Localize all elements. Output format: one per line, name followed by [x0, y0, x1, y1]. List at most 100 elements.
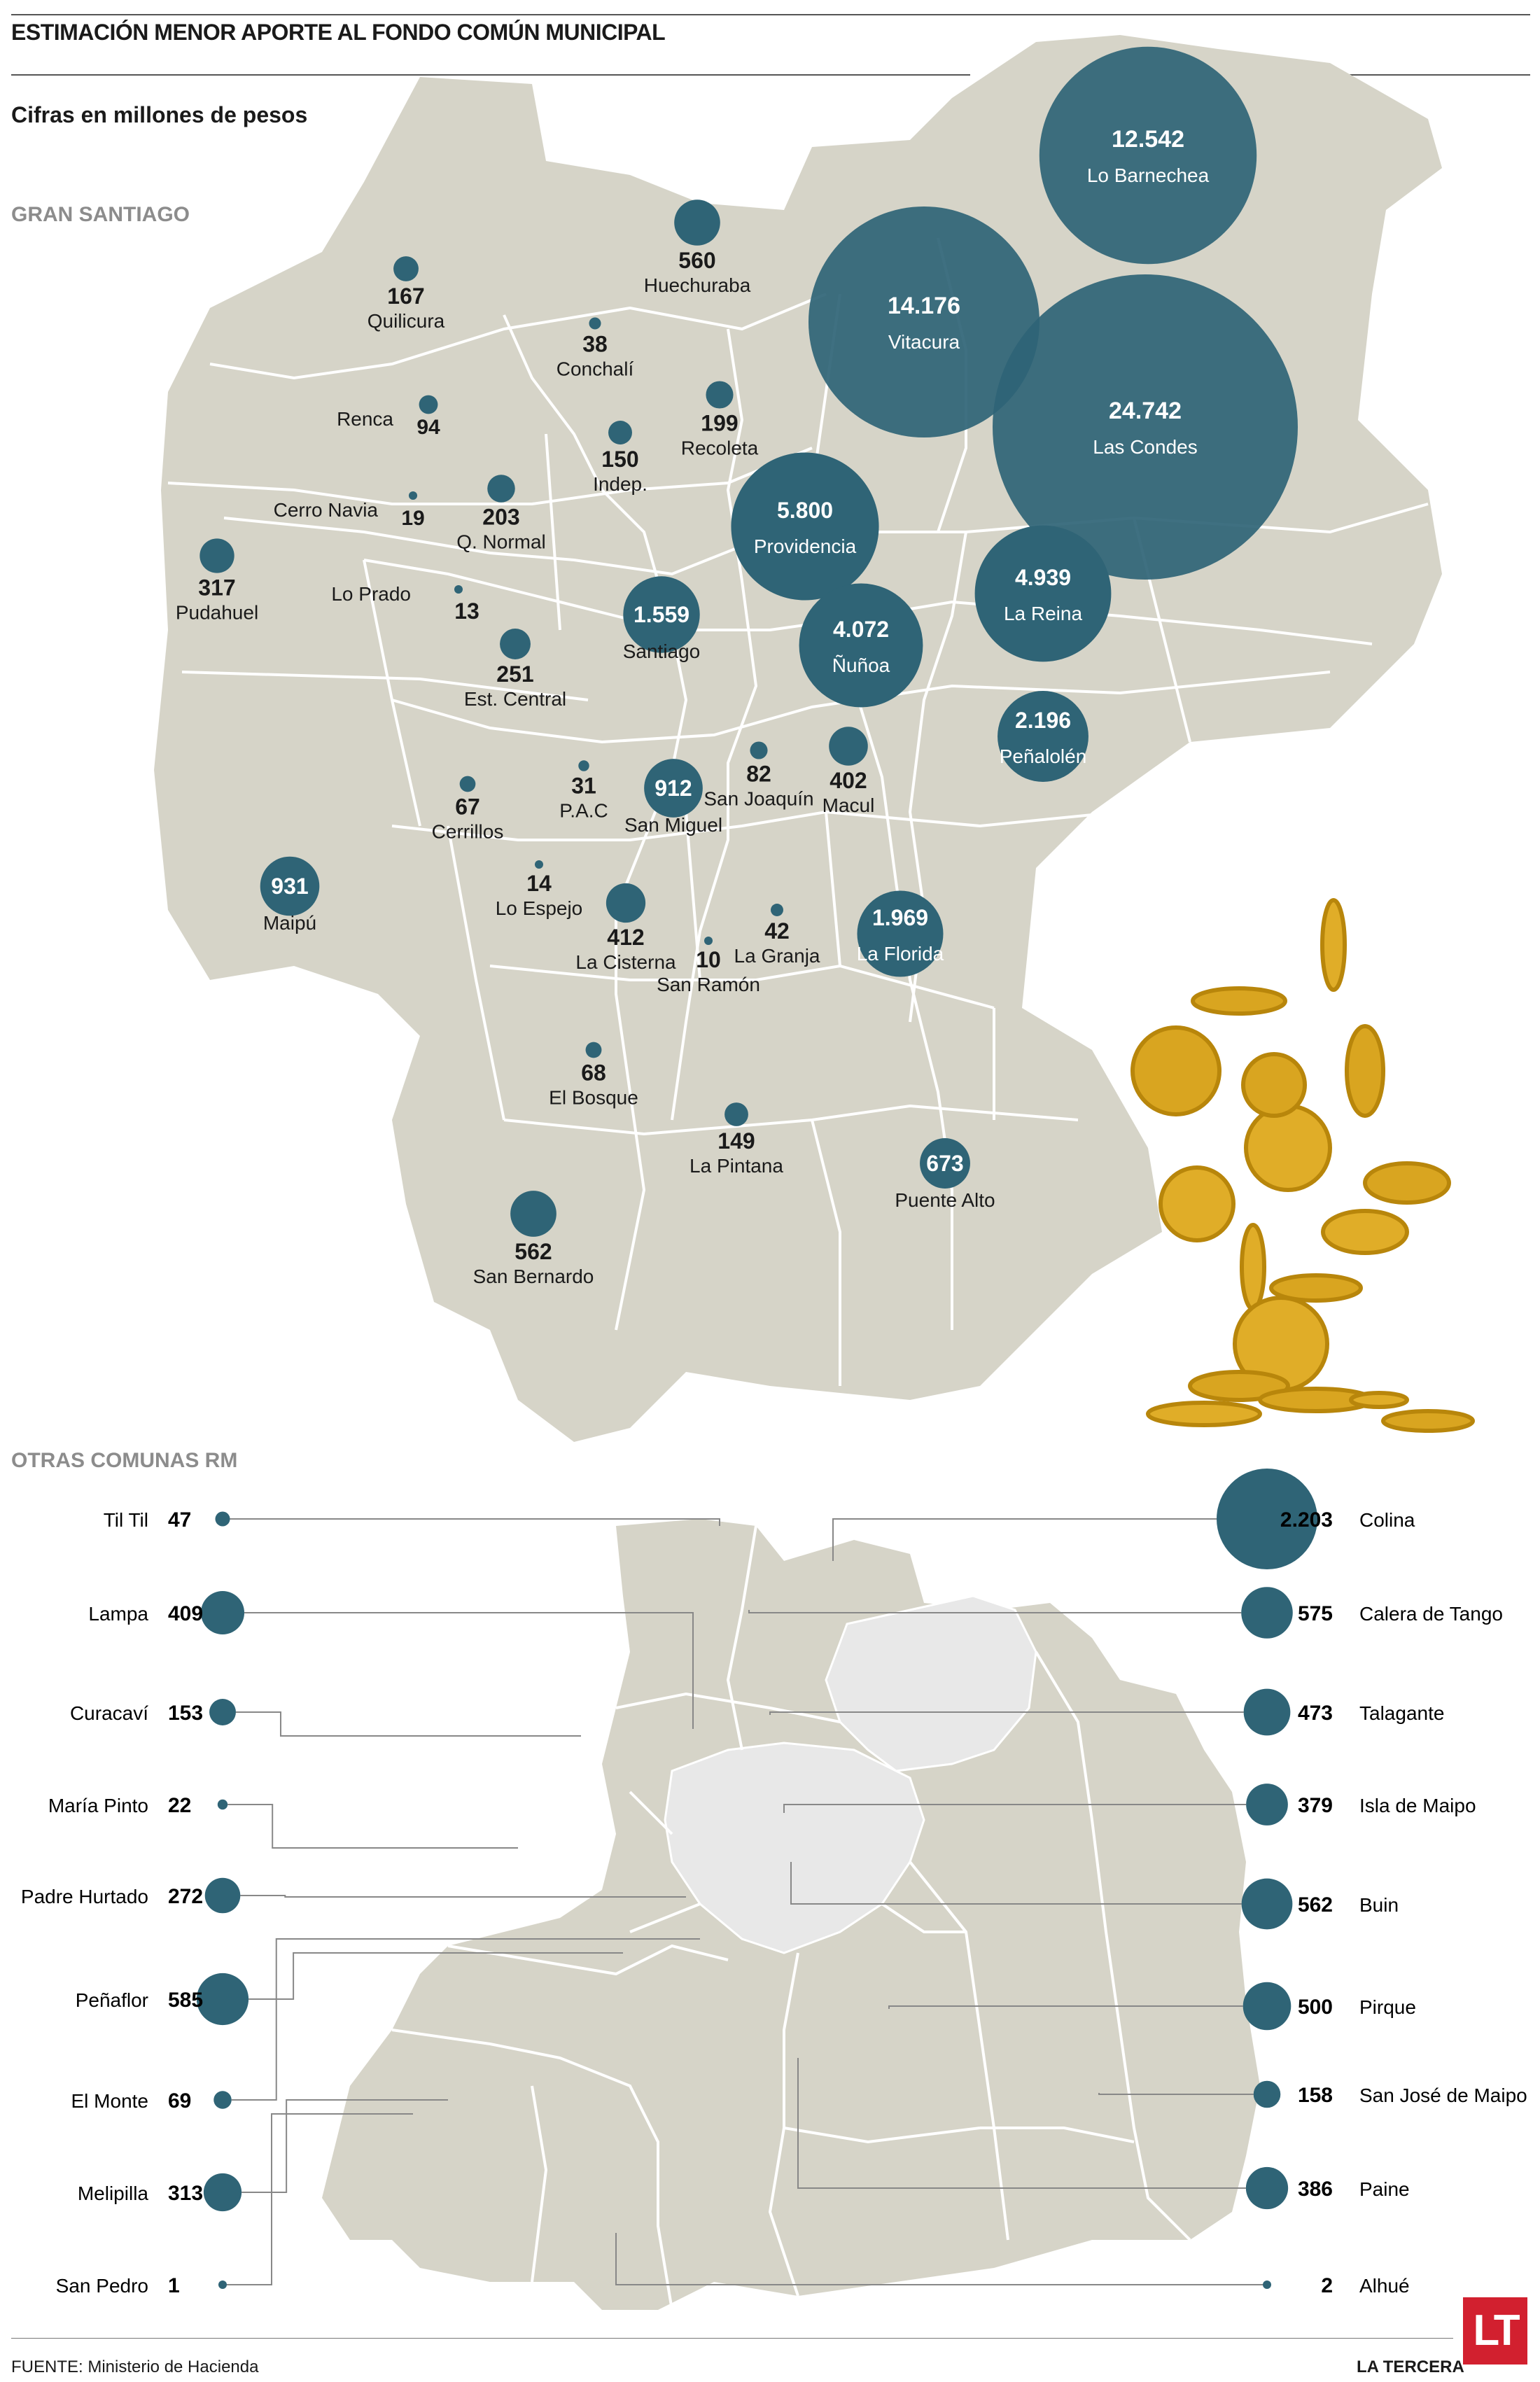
bubble-label: Indep.: [593, 473, 648, 495]
brand-name: LA TERCERA: [1357, 2358, 1464, 2376]
otras-value: 379: [1298, 1794, 1333, 1817]
otras-value: 2: [1321, 2274, 1333, 2297]
bubble-marker: [589, 317, 601, 330]
otras-paine: 386 Paine: [797, 2058, 1410, 2210]
otras-label: Padre Hurtado: [21, 1886, 148, 1907]
bubble-label: La Reina: [1004, 603, 1083, 624]
bubble-marker: [1263, 2281, 1271, 2289]
otras-value: 2.203: [1280, 1508, 1333, 1532]
bubble-label: Q. Normal: [456, 531, 546, 553]
bubble-la-florida: 1.969 La Florida: [857, 890, 944, 977]
otras-pirque: 500 Pirque: [888, 1982, 1416, 2031]
bubble-marker: [260, 856, 320, 916]
otras-san-pedro: San Pedro 1: [56, 2113, 413, 2297]
otras-label: Isla de Maipo: [1359, 1795, 1476, 1816]
otras-value: 386: [1298, 2178, 1333, 2201]
bubble-marker: [1039, 46, 1257, 265]
bubble-label: San Joaquín: [704, 788, 813, 810]
footer-rule: [11, 2338, 1453, 2339]
bubble-marker: [215, 1511, 230, 1527]
bubble-las-condes: 24.742 Las Condes: [993, 274, 1298, 580]
bubble-marker: [510, 1191, 556, 1237]
bubble-value: 199: [701, 411, 738, 436]
bubble-marker: [393, 256, 419, 281]
bubble-label: Huechuraba: [644, 274, 751, 296]
bubble-label: Recoleta: [681, 437, 759, 459]
bubble-label: El Bosque: [549, 1086, 638, 1108]
bubble-lo-prado: 13 Lo Prado: [331, 583, 479, 624]
bubble-nunoa: 4.072 Ñuñoa: [799, 583, 923, 708]
otras-label: Calera de Tango: [1359, 1603, 1503, 1625]
bubble-value: 412: [607, 925, 644, 950]
bubble-marker: [535, 860, 543, 869]
otras-label: Melipilla: [78, 2183, 149, 2204]
bubble-value: 24.742: [1109, 398, 1182, 424]
bubble-label: Santiago: [623, 640, 701, 662]
otras-padre-hurtado: Padre Hurtado 272: [21, 1877, 686, 1914]
bubble-value: 149: [718, 1128, 755, 1154]
leader-line: [241, 2099, 448, 2193]
bubble-marker: [1217, 1469, 1317, 1569]
bubble-marker: [724, 1102, 748, 1126]
otras-label: Alhué: [1359, 2275, 1410, 2297]
bubble-santiago: 1.559 Santiago: [623, 576, 701, 662]
bubble-label: La Cisterna: [575, 951, 676, 973]
bubble-value: 31: [571, 773, 596, 799]
bubble-marker: [608, 421, 632, 444]
bubble-marker: [200, 538, 234, 573]
otras-san-jose-de-maipo: 158 San José de Maipo: [1098, 2080, 1527, 2108]
bubble-value: 42: [764, 918, 790, 944]
bubble-p-a-c: 31P.A.C: [559, 760, 608, 822]
leader-line: [790, 1862, 1242, 1905]
bubble-label: Est. Central: [464, 688, 566, 710]
bubble-marker: [585, 1042, 602, 1058]
bubble-value: 203: [482, 505, 519, 530]
bubble-label: La Pintana: [690, 1155, 783, 1177]
bubble-marker: [1245, 2166, 1289, 2210]
otras-value: 272: [168, 1885, 203, 1908]
bubble-lo-barnechea: 12.542 Lo Barnechea: [1039, 46, 1257, 265]
otras-buin: 562 Buin: [790, 1862, 1399, 1930]
leader-line: [240, 1895, 686, 1898]
bubble-marker: [920, 1138, 970, 1189]
bubble-marker: [771, 904, 783, 916]
otras-value: 22: [168, 1794, 191, 1817]
bubble-label: Las Condes: [1093, 436, 1197, 458]
otras-value: 1: [168, 2274, 180, 2297]
bubble-marker: [997, 691, 1088, 782]
bubble-value: 19: [401, 507, 424, 530]
otras-penaflor: Peñaflor 585: [76, 1952, 623, 2026]
bubble-marker: [419, 395, 438, 414]
bubble-providencia: 5.800 Providencia: [731, 452, 879, 601]
otras-value: 500: [1298, 1996, 1333, 2019]
bubble-value: 12.542: [1112, 126, 1184, 153]
otras-value: 473: [1298, 1702, 1333, 1725]
bubble-value: 673: [926, 1151, 963, 1176]
leader-line: [1098, 2093, 1254, 2095]
bubble-label: P.A.C: [559, 800, 608, 822]
otras-label: Peñaflor: [76, 1989, 148, 2011]
otras-value: 69: [168, 2089, 191, 2113]
bubble-value: 317: [198, 575, 235, 601]
bubble-marker: [808, 206, 1040, 438]
bubble-value: 912: [654, 776, 692, 801]
otras-label: Til Til: [104, 1509, 148, 1531]
bubble-value: 167: [387, 283, 424, 309]
otras-lampa: Lampa 409: [88, 1590, 694, 1729]
bubble-marker: [217, 1799, 228, 1810]
bubble-label: Vitacura: [888, 331, 960, 353]
bubble-marker: [606, 883, 646, 923]
leader-line: [615, 2233, 1263, 2285]
bubble-value: 4.939: [1015, 565, 1071, 590]
bubble-label: Ñuñoa: [832, 654, 890, 676]
otras-curacavi: Curacaví 153: [70, 1699, 581, 1737]
